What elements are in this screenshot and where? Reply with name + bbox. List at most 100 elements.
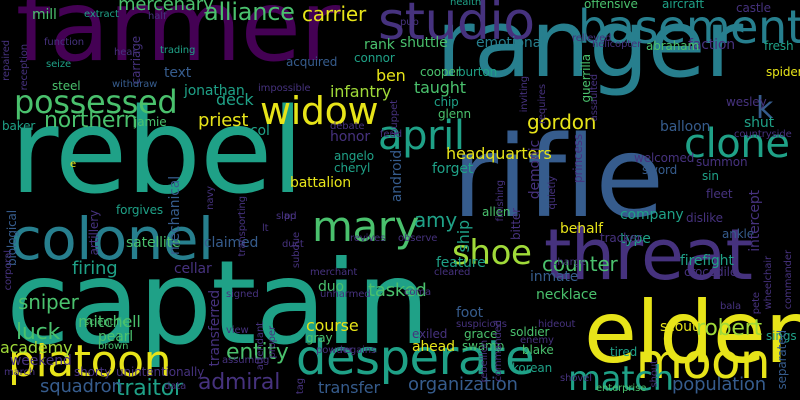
- word-match: match: [568, 359, 674, 399]
- word-forget: forget: [432, 161, 474, 177]
- word-transferred: transferred: [207, 290, 223, 367]
- word-possessed: possessed: [14, 83, 178, 121]
- word-health: health: [450, 0, 482, 8]
- word-alliance: alliance: [204, 0, 295, 26]
- word-attendant: attendant: [255, 322, 266, 371]
- word-inmate: inmate: [530, 269, 579, 285]
- word-pearl: pearl: [98, 329, 134, 345]
- word-traitor: traitor: [116, 376, 183, 400]
- word-withdraw: withdraw: [112, 79, 158, 90]
- word-merchant: merchant: [310, 267, 358, 278]
- word-infantry: infantry: [330, 82, 392, 101]
- word-amy: amy: [414, 208, 457, 232]
- word-cheryl: cheryl: [334, 161, 371, 175]
- word-carriage: carriage: [129, 36, 143, 85]
- word-academy: academy: [0, 338, 73, 357]
- word-requires: requires: [537, 84, 548, 124]
- word-entity: entity: [226, 340, 289, 365]
- word-ahead: ahead: [412, 339, 455, 355]
- word-captain: captain: [6, 236, 430, 371]
- word-studio: studio: [378, 0, 535, 52]
- word-shuttle: shuttle: [400, 35, 448, 51]
- word-mitchell: mitchell: [78, 312, 141, 331]
- word-burton: burton: [458, 65, 498, 79]
- word-mill: mill: [32, 7, 57, 23]
- word-deck: deck: [216, 90, 254, 109]
- word-grace: grace: [464, 327, 498, 341]
- word-luck: luck: [16, 320, 61, 345]
- word-regains: regains: [340, 345, 377, 356]
- word-coma: coma: [404, 287, 432, 298]
- word-necklace: necklace: [536, 287, 597, 303]
- word-scout: scout: [660, 319, 698, 335]
- word-claimed: claimed: [204, 235, 259, 251]
- word-admiral: admiral: [198, 370, 281, 395]
- word-relieved: relieved: [572, 33, 612, 44]
- word-tired: tired: [610, 345, 638, 359]
- word-unharmed: unharmed: [320, 289, 371, 300]
- word-shovel: shovel: [560, 373, 592, 384]
- word-intercept: intercept: [747, 190, 763, 252]
- word-e: e: [70, 159, 77, 170]
- word-commander: commander: [783, 250, 794, 310]
- word-abraham: abraham: [646, 39, 700, 53]
- word-view: view: [226, 325, 249, 336]
- word-col: col: [250, 123, 270, 139]
- word-assaulted: assaulted: [589, 74, 600, 122]
- word-offensive: offensive: [584, 0, 638, 11]
- word-data: data: [164, 381, 187, 392]
- word-brown: brown: [98, 341, 129, 352]
- word-welcomed: welcomed: [634, 151, 695, 165]
- word-commanded: commanded: [493, 320, 504, 382]
- word-quietly: quietly: [547, 176, 558, 210]
- word-transfer: transfer: [318, 378, 380, 397]
- word-revives: revives: [350, 233, 386, 244]
- word-blake: blake: [522, 343, 554, 357]
- word-princess: princess: [571, 134, 585, 184]
- word-emotional: emotional: [476, 35, 545, 51]
- word-headquarters: headquarters: [446, 144, 552, 163]
- word-signed: signed: [226, 289, 259, 300]
- word-robert: robert: [696, 316, 762, 341]
- word-steel: steel: [52, 79, 81, 93]
- word-dislike: dislike: [686, 211, 723, 225]
- word-pd: pd: [284, 211, 297, 222]
- word-exiled: exiled: [412, 327, 448, 341]
- word-countryside: countryside: [734, 129, 792, 140]
- word-forgives: forgives: [116, 203, 164, 217]
- word-reception: reception: [19, 44, 30, 91]
- word-shorty: shorty: [74, 365, 112, 379]
- word-sniper: sniper: [18, 290, 79, 314]
- word-acquired: acquired: [286, 55, 338, 69]
- word-korean: korean: [512, 361, 553, 375]
- word-tasked: tasked: [368, 280, 427, 301]
- word-hideout: hideout: [538, 319, 576, 330]
- word-ranger: ranger: [436, 0, 743, 99]
- word-rebellion: rebellion: [479, 340, 490, 383]
- word-suspicious: suspicious: [456, 319, 507, 330]
- word-pete: pete: [751, 292, 762, 315]
- word-trading: trading: [160, 45, 196, 56]
- word-glenn: glenn: [438, 107, 471, 121]
- word-shoe: shoe: [452, 233, 532, 273]
- word-duct: duct: [282, 239, 304, 250]
- word-spider: spider: [766, 65, 800, 79]
- word-extract: extract: [84, 9, 119, 20]
- word-seize: seize: [46, 59, 72, 70]
- word-mercenary: mercenary: [118, 0, 214, 15]
- word-artillery: artillery: [87, 210, 101, 256]
- word-pub: pub: [400, 17, 419, 28]
- word-observe: observe: [398, 233, 438, 244]
- word-text: text: [164, 65, 192, 81]
- word-swamp: swamp: [462, 339, 505, 353]
- word-helicopter: helicopter: [592, 39, 642, 50]
- word-priest: priest: [198, 110, 249, 131]
- word-sings: sings: [766, 329, 797, 343]
- word-aircraft: aircraft: [662, 0, 705, 11]
- word-faction: faction: [688, 37, 736, 53]
- word-organization: organization: [408, 374, 518, 395]
- word-hear: hear: [114, 47, 137, 58]
- word-gordon: gordon: [527, 110, 597, 134]
- word-summon: summon: [696, 155, 748, 169]
- word-navy: navy: [205, 186, 216, 210]
